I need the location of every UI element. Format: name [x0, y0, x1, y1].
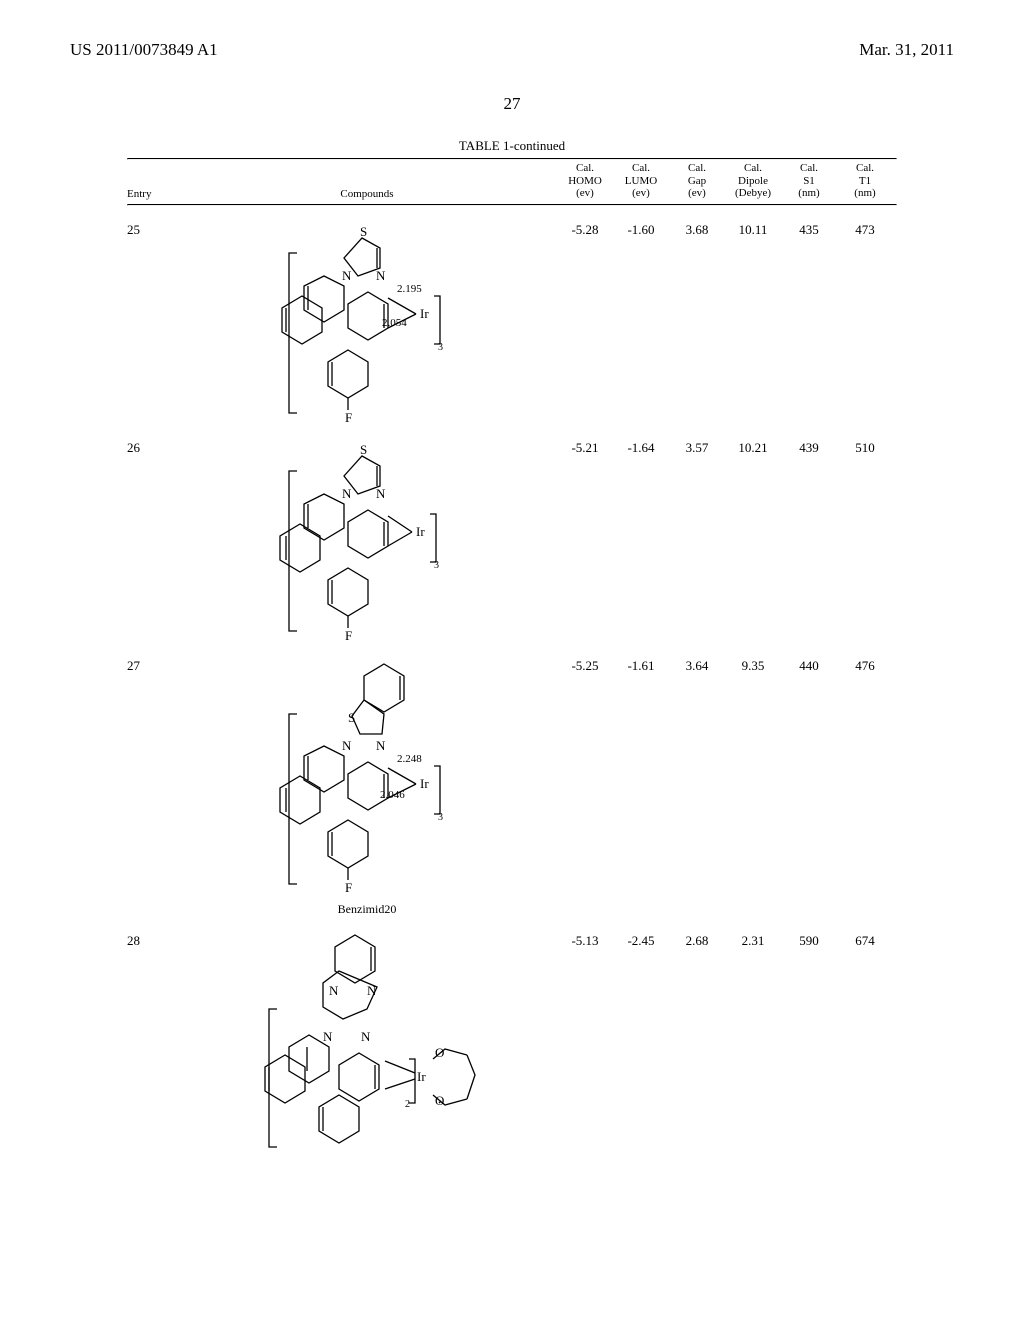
svg-text:2.054: 2.054	[382, 317, 407, 329]
svg-text:N: N	[376, 268, 386, 283]
cell-compounds: S N N Ir F 3	[177, 436, 557, 642]
cell-lumo: -2.45	[613, 929, 669, 949]
cell-compounds: S N N Ir F 2.195 2.054 3	[177, 218, 557, 424]
cell-dipole: 2.31	[725, 929, 781, 949]
col-entry: Entry	[127, 188, 177, 200]
cell-gap: 3.68	[669, 218, 725, 238]
cell-homo: -5.25	[557, 654, 613, 674]
page-header: US 2011/0073849 A1 Mar. 31, 2011	[70, 40, 954, 60]
svg-text:3: 3	[434, 560, 439, 571]
table-row: 25 S N N Ir F 2.195 2.054 3 -5.28-	[127, 206, 897, 424]
cell-s1: 590	[781, 929, 837, 949]
page-number: 27	[70, 94, 954, 114]
cell-lumo: -1.61	[613, 654, 669, 674]
cell-gap: 3.64	[669, 654, 725, 674]
svg-text:Ir: Ir	[420, 306, 429, 321]
compound-structure: S N N Ir F 2.195 2.054 3	[252, 218, 482, 424]
svg-text:Ir: Ir	[420, 776, 429, 791]
cell-t1: 473	[837, 218, 893, 238]
cell-dipole: 9.35	[725, 654, 781, 674]
svg-text:3: 3	[438, 812, 443, 823]
svg-text:2: 2	[405, 1099, 410, 1110]
col-dipole: Cal. Dipole (Debye)	[725, 162, 781, 200]
svg-text:N: N	[342, 486, 352, 501]
table-row: 27 S N N Ir F 2.248 2.046 3 Benzimid20-5…	[127, 642, 897, 917]
svg-text:N: N	[367, 983, 377, 998]
compound-structure: S N N Ir F 3	[252, 436, 482, 642]
col-gap: Cal. Gap (ev)	[669, 162, 725, 200]
cell-dipole: 10.11	[725, 218, 781, 238]
compound-structure: N N N N Ir O O 2	[237, 929, 497, 1153]
pub-date: Mar. 31, 2011	[859, 40, 954, 60]
cell-s1: 440	[781, 654, 837, 674]
svg-text:O: O	[435, 1045, 444, 1060]
pub-number: US 2011/0073849 A1	[70, 40, 218, 60]
cell-s1: 439	[781, 436, 837, 456]
cell-entry: 27	[127, 654, 177, 674]
svg-text:N: N	[376, 738, 386, 753]
svg-text:S: S	[348, 710, 355, 725]
table-header-row: Entry Compounds Cal. HOMO (ev) Cal. LUMO…	[127, 160, 897, 204]
svg-text:S: S	[360, 442, 367, 457]
cell-compounds: N N N N Ir O O 2	[177, 929, 557, 1153]
svg-text:Ir: Ir	[417, 1069, 426, 1084]
compound-structure: S N N Ir F 2.248 2.046 3	[252, 654, 482, 900]
svg-text:Ir: Ir	[416, 524, 425, 539]
svg-text:N: N	[376, 486, 386, 501]
cell-lumo: -1.60	[613, 218, 669, 238]
col-t1: Cal. T1 (nm)	[837, 162, 893, 200]
cell-t1: 476	[837, 654, 893, 674]
cell-t1: 510	[837, 436, 893, 456]
table-caption: TABLE 1-continued	[127, 138, 897, 154]
cell-gap: 2.68	[669, 929, 725, 949]
col-lumo: Cal. LUMO (ev)	[613, 162, 669, 200]
col-homo: Cal. HOMO (ev)	[557, 162, 613, 200]
svg-text:O: O	[435, 1093, 444, 1108]
svg-text:2.046: 2.046	[380, 789, 405, 801]
table-1-continued: TABLE 1-continued Entry Compounds Cal. H…	[127, 138, 897, 1153]
svg-text:N: N	[342, 738, 352, 753]
cell-entry: 26	[127, 436, 177, 456]
svg-text:N: N	[361, 1029, 371, 1044]
cell-homo: -5.28	[557, 218, 613, 238]
cell-homo: -5.13	[557, 929, 613, 949]
compound-label: Benzimid20	[338, 902, 397, 917]
col-s1: Cal. S1 (nm)	[781, 162, 837, 200]
svg-text:F: F	[345, 410, 352, 424]
cell-t1: 674	[837, 929, 893, 949]
cell-gap: 3.57	[669, 436, 725, 456]
svg-text:S: S	[360, 224, 367, 239]
svg-text:N: N	[323, 1029, 333, 1044]
col-compounds: Compounds	[177, 188, 557, 200]
svg-text:2.195: 2.195	[397, 283, 422, 295]
cell-entry: 28	[127, 929, 177, 949]
cell-s1: 435	[781, 218, 837, 238]
table-row: 28 N N N N Ir O O 2 -5.13-2.4	[127, 917, 897, 1153]
cell-lumo: -1.64	[613, 436, 669, 456]
cell-entry: 25	[127, 218, 177, 238]
cell-homo: -5.21	[557, 436, 613, 456]
svg-text:N: N	[342, 268, 352, 283]
table-row: 26 S N N Ir F 3 -5.21-1.643.5710.2143951…	[127, 424, 897, 642]
svg-text:N: N	[329, 983, 339, 998]
svg-text:F: F	[345, 628, 352, 642]
cell-dipole: 10.21	[725, 436, 781, 456]
cell-compounds: S N N Ir F 2.248 2.046 3 Benzimid20	[177, 654, 557, 917]
svg-text:F: F	[345, 880, 352, 895]
svg-text:3: 3	[438, 342, 443, 353]
svg-text:2.248: 2.248	[397, 753, 422, 765]
